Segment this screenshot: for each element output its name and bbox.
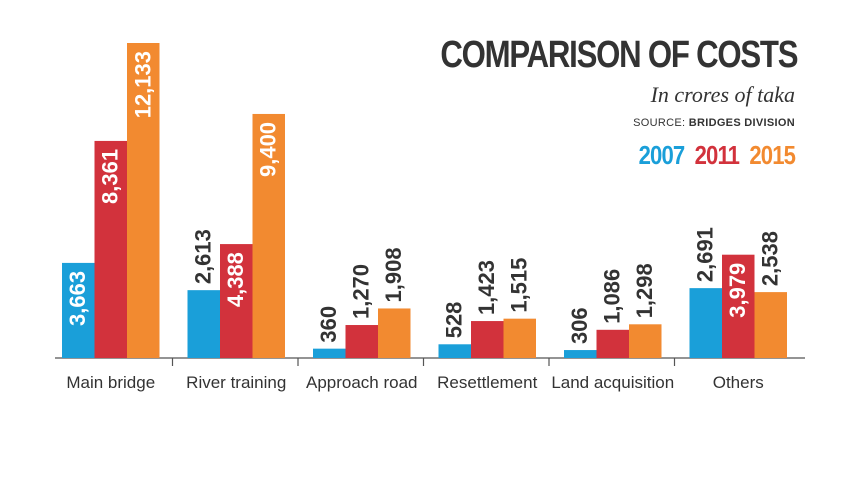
legend-2007: 2007 — [638, 140, 686, 170]
bar-2011-0 — [94, 140, 127, 358]
bar-2015-1 — [252, 113, 285, 358]
data-label-2007-0: 3,663 — [65, 271, 90, 326]
category-label: Others — [713, 373, 764, 392]
bar-2015-5 — [754, 292, 787, 358]
bar-2007-0 — [62, 262, 95, 358]
category-label: Resettlement — [437, 373, 537, 392]
data-label-2015-3: 1,515 — [507, 258, 532, 313]
data-label-2015-5: 2,538 — [758, 231, 783, 286]
category-label: Land acquisition — [551, 373, 674, 392]
category-label: River training — [186, 373, 286, 392]
category-label: Main bridge — [66, 373, 155, 392]
data-label-2015-1: 9,400 — [256, 122, 281, 177]
data-label-2015-0: 12,133 — [130, 51, 155, 118]
bar-2007-5 — [689, 288, 722, 358]
bar-2011-5 — [722, 254, 755, 358]
legend-2015: 2015 — [749, 140, 796, 170]
chart-subtitle: In crores of taka — [650, 82, 795, 107]
bar-2011-4 — [596, 329, 629, 358]
data-label-2011-0: 8,361 — [98, 149, 123, 204]
bar-2007-3 — [438, 344, 471, 358]
data-label-2007-3: 528 — [442, 302, 467, 339]
data-label-2011-3: 1,423 — [474, 260, 499, 315]
data-label-2007-4: 306 — [567, 307, 592, 344]
data-label-2007-1: 2,613 — [191, 229, 216, 284]
chart-source: SOURCE: BRIDGES DIVISION — [633, 117, 795, 129]
data-label-2007-2: 360 — [316, 306, 341, 343]
legend-2011: 2011 — [694, 140, 740, 170]
bar-2011-1 — [220, 244, 253, 358]
chart-title: COMPARISON OF COSTS — [440, 34, 798, 76]
data-label-2007-5: 2,691 — [693, 227, 718, 282]
bar-2011-2 — [345, 325, 378, 358]
data-label-2015-4: 1,298 — [632, 263, 657, 318]
bar-2007-1 — [187, 290, 220, 358]
bar-2015-2 — [378, 308, 411, 358]
bar-2015-0 — [127, 43, 160, 358]
chart-legend: 2007 2011 2015 — [628, 140, 796, 171]
bar-2007-4 — [564, 350, 597, 358]
data-label-2011-5: 3,979 — [725, 263, 750, 318]
source-name: BRIDGES DIVISION — [688, 117, 795, 129]
data-label-2011-4: 1,086 — [600, 269, 625, 324]
bar-2015-3 — [503, 318, 536, 358]
bar-2011-3 — [471, 321, 504, 358]
data-label-2011-2: 1,270 — [349, 264, 374, 319]
category-label: Approach road — [306, 373, 418, 392]
bar-2015-4 — [629, 324, 662, 358]
data-label-2011-1: 4,388 — [223, 252, 248, 307]
source-prefix: SOURCE: — [633, 117, 686, 129]
data-label-2015-2: 1,908 — [381, 247, 406, 302]
bar-2007-2 — [313, 348, 346, 358]
